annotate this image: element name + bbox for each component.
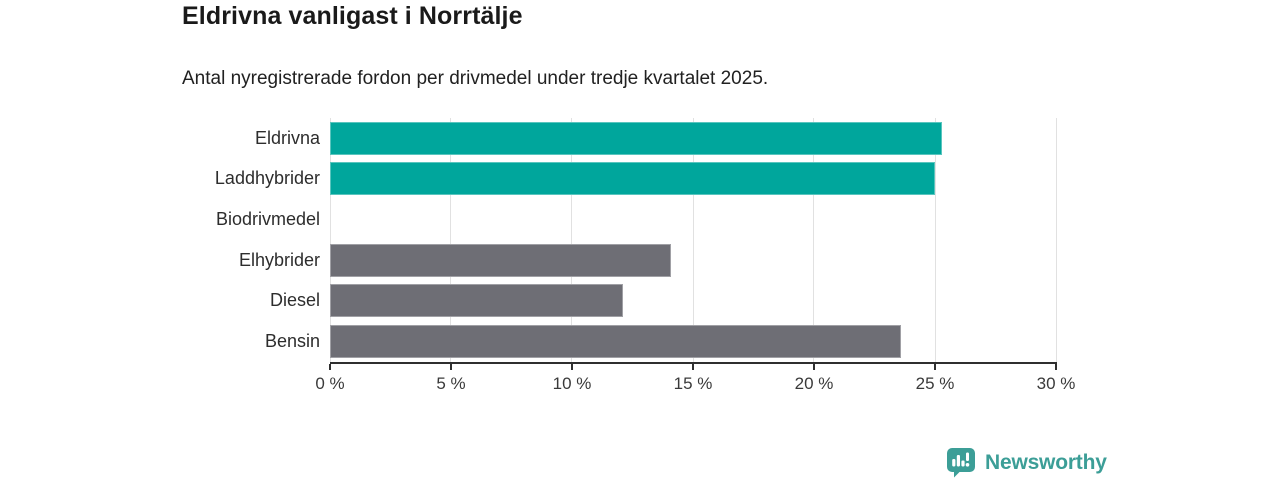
- tick-label: 20 %: [794, 374, 834, 393]
- bar-track: [330, 284, 1056, 318]
- x-axis-line: [330, 362, 1057, 364]
- tick-label: 15 %: [673, 374, 713, 393]
- chart-row-eldrivna: Eldrivna: [255, 118, 1056, 159]
- newsworthy-logo-text: Newsworthy: [985, 450, 1107, 474]
- tick-label: 10 %: [552, 374, 592, 393]
- tick-label: 0 %: [315, 374, 345, 393]
- gridline: [692, 118, 694, 362]
- gridline: [1055, 118, 1057, 362]
- gridline: [329, 118, 331, 362]
- tick-mark: [450, 364, 452, 370]
- category-label: Eldrivna: [254, 127, 320, 148]
- bar-diesel: [330, 284, 623, 318]
- bar-laddhybrider: [330, 162, 935, 196]
- category-label: Bensin: [264, 331, 320, 352]
- category-label: Biodrivmedel: [215, 209, 320, 230]
- category-label: Diesel: [269, 290, 320, 311]
- bar-chart-plot-area: Eldrivna Laddhybrider Biodrivmedel Elhybrid…: [215, 118, 1057, 362]
- gridline: [571, 118, 573, 362]
- tick-mark: [813, 364, 815, 370]
- bar-track: [330, 121, 1056, 155]
- gridline: [450, 118, 452, 362]
- tick-label: 30 %: [1036, 374, 1076, 393]
- tick-label: 5 %: [436, 374, 466, 393]
- bar-track: [330, 243, 1056, 277]
- chart-title: Eldrivna vanligast i Norrtälje: [182, 2, 523, 30]
- gridline: [934, 118, 936, 362]
- bar-rows: Eldrivna Laddhybrider Biodrivmedel Elhybrid…: [215, 118, 1056, 362]
- chart-row-bensin: Bensin: [265, 321, 1056, 362]
- tick-mark: [934, 364, 936, 370]
- bar-elhybrider: [330, 243, 672, 277]
- tick-mark: [329, 364, 331, 370]
- bar-track: [330, 203, 1056, 236]
- gridline: [813, 118, 815, 362]
- bar-bensin: [330, 325, 902, 359]
- newsworthy-logo-icon: [947, 448, 975, 478]
- chart-row-biodrivmedel: Biodrivmedel: [216, 199, 1056, 240]
- bar-track: [330, 325, 1056, 359]
- newsworthy-logo: Newsworthy: [945, 446, 1107, 479]
- category-label: Elhybrider: [238, 249, 320, 270]
- tick-mark: [571, 364, 573, 370]
- bar-track: [330, 162, 1056, 196]
- chart-row-diesel: Diesel: [270, 281, 1056, 322]
- chart-row-laddhybrider: Laddhybrider: [215, 159, 1056, 200]
- bar-eldrivna: [330, 121, 943, 155]
- chart-subtitle: Antal nyregistrerade fordon per drivmede…: [182, 68, 769, 89]
- tick-mark: [692, 364, 694, 370]
- chart-row-elhybrider: Elhybrider: [239, 240, 1056, 281]
- tick-mark: [1055, 364, 1057, 370]
- category-label: Laddhybrider: [214, 168, 320, 189]
- tick-label: 25 %: [915, 374, 955, 393]
